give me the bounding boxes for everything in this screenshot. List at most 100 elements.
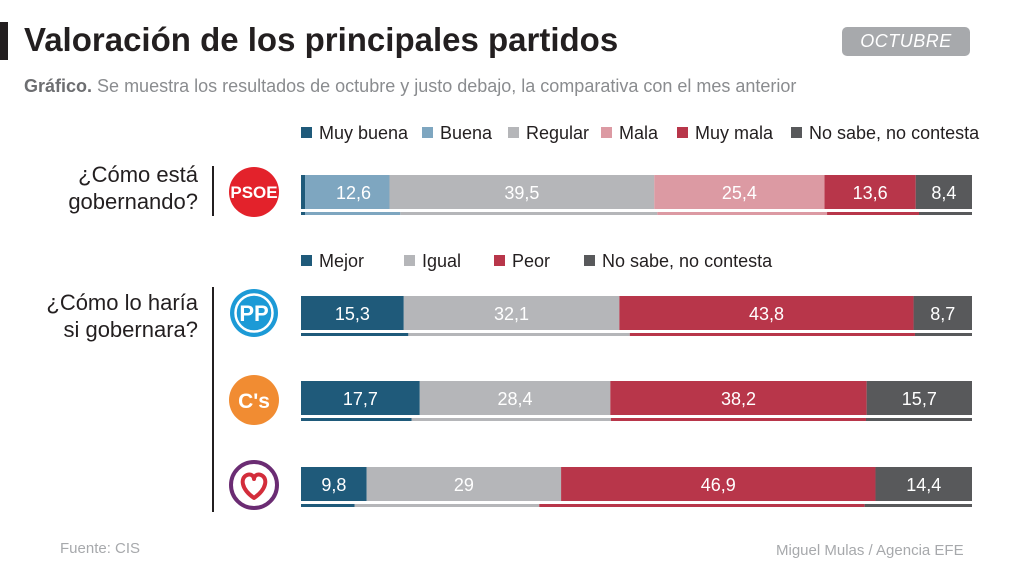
bar-segment [389,175,655,209]
bar-segment [915,175,972,209]
previous-month-segment [400,212,658,215]
question-would-govern-line1: ¿Cómo lo haría [46,290,198,315]
question-would-govern: ¿Cómo lo haría si gobernara? [20,289,198,343]
previous-month-segment [305,212,401,215]
previous-month-segment [918,212,972,215]
legend-label: Mejor [319,251,364,271]
data-label: 9,8 [321,475,346,495]
data-label: 25,4 [722,183,757,203]
previous-month-segment [657,212,828,215]
question-governing: ¿Cómo está gobernando? [40,161,198,215]
question-governing-line2: gobernando? [68,189,198,214]
legend-swatch [677,127,688,138]
legend-swatch [494,255,505,266]
legend-label: Peor [512,251,550,271]
previous-month-segment [411,418,612,421]
month-badge: OCTUBRE [842,27,970,56]
pp-logo-icon: PP [230,289,278,337]
bar-segment [403,296,620,330]
legend-swatch [508,127,519,138]
credit-note: Miguel Mulas / Agencia EFE [776,542,964,559]
data-label: 15,7 [902,389,937,409]
legend-swatch [601,127,612,138]
bar-segment [866,381,972,415]
question-governing-line1: ¿Cómo está [78,162,198,187]
legend-swatch [584,255,595,266]
question-divider-1 [212,166,214,216]
previous-month-segment [354,504,540,507]
pp-logo-ring [234,293,274,333]
previous-month-segment [611,418,866,421]
subtitle-bold: Gráfico. [24,76,93,96]
data-label: 39,5 [504,183,539,203]
data-label: 8,7 [930,304,955,324]
previous-month-segment [408,333,630,336]
data-label: 28,4 [498,389,533,409]
bar-segment [301,381,420,415]
data-label: 32,1 [494,304,529,324]
data-label: 8,4 [931,183,956,203]
previous-month-segment [301,212,306,215]
psoe-logo-circle [229,167,279,217]
previous-month-segment [629,333,915,336]
data-label: 29 [454,475,474,495]
bar-segment [366,467,562,501]
source-note: Fuente: CIS [60,540,141,557]
data-label: 17,7 [343,389,378,409]
title-accent-bar [0,22,8,60]
cs-logo-text: C's [238,390,270,413]
pp-logo-text: PP [239,301,268,326]
bar-segment [305,175,390,209]
podemos-logo-icon [229,460,279,510]
data-label: 12,6 [336,183,371,203]
previous-month-segment [539,504,865,507]
data-label: 38,2 [721,389,756,409]
bar-segment [301,296,404,330]
data-label: 15,3 [335,304,370,324]
bar-segment [419,381,611,415]
previous-month-segment [301,333,409,336]
data-label: 14,4 [906,475,941,495]
legend-swatch [404,255,415,266]
psoe-logo-text: PSOE [230,183,277,202]
legend-label: Buena [440,123,493,143]
bar-segment [561,467,876,501]
legend-label: Muy mala [695,123,774,143]
cs-logo-icon: C's [229,375,279,425]
legend-label: Muy buena [319,123,409,143]
bar-segment [654,175,825,209]
data-label: 43,8 [749,304,784,324]
question-would-govern-line2: si gobernara? [63,317,198,342]
legend-label: No sabe, no contesta [602,251,773,271]
previous-month-segment [301,418,412,421]
pp-logo-circle [230,289,278,337]
question-divider-2 [212,287,214,512]
legend-swatch [301,127,312,138]
podemos-logo-heart [240,472,268,500]
subtitle: Gráfico. Se muestra los resultados de oc… [24,76,796,97]
legend-label: No sabe, no contesta [809,123,980,143]
previous-month-segment [827,212,919,215]
previous-month-segment [864,504,972,507]
legend-swatch [791,127,802,138]
page-title: Valoración de los principales partidos [24,21,619,58]
bar-segment [619,296,914,330]
legend-swatch [422,127,433,138]
legend-label: Mala [619,123,659,143]
data-label: 13,6 [853,183,888,203]
bar-segment [610,381,867,415]
bar-segment [301,467,367,501]
legend-swatch [301,255,312,266]
psoe-logo-icon: PSOE [229,167,279,217]
bar-segment [913,296,972,330]
legend-label: Regular [526,123,589,143]
subtitle-text: Se muestra los resultados de octubre y j… [97,76,797,96]
podemos-logo-ring [229,460,279,510]
previous-month-segment [301,504,355,507]
bar-segment [301,175,306,209]
cs-logo-circle [229,375,279,425]
bar-segment [824,175,916,209]
bar-segment [875,467,972,501]
data-label: 46,9 [701,475,736,495]
